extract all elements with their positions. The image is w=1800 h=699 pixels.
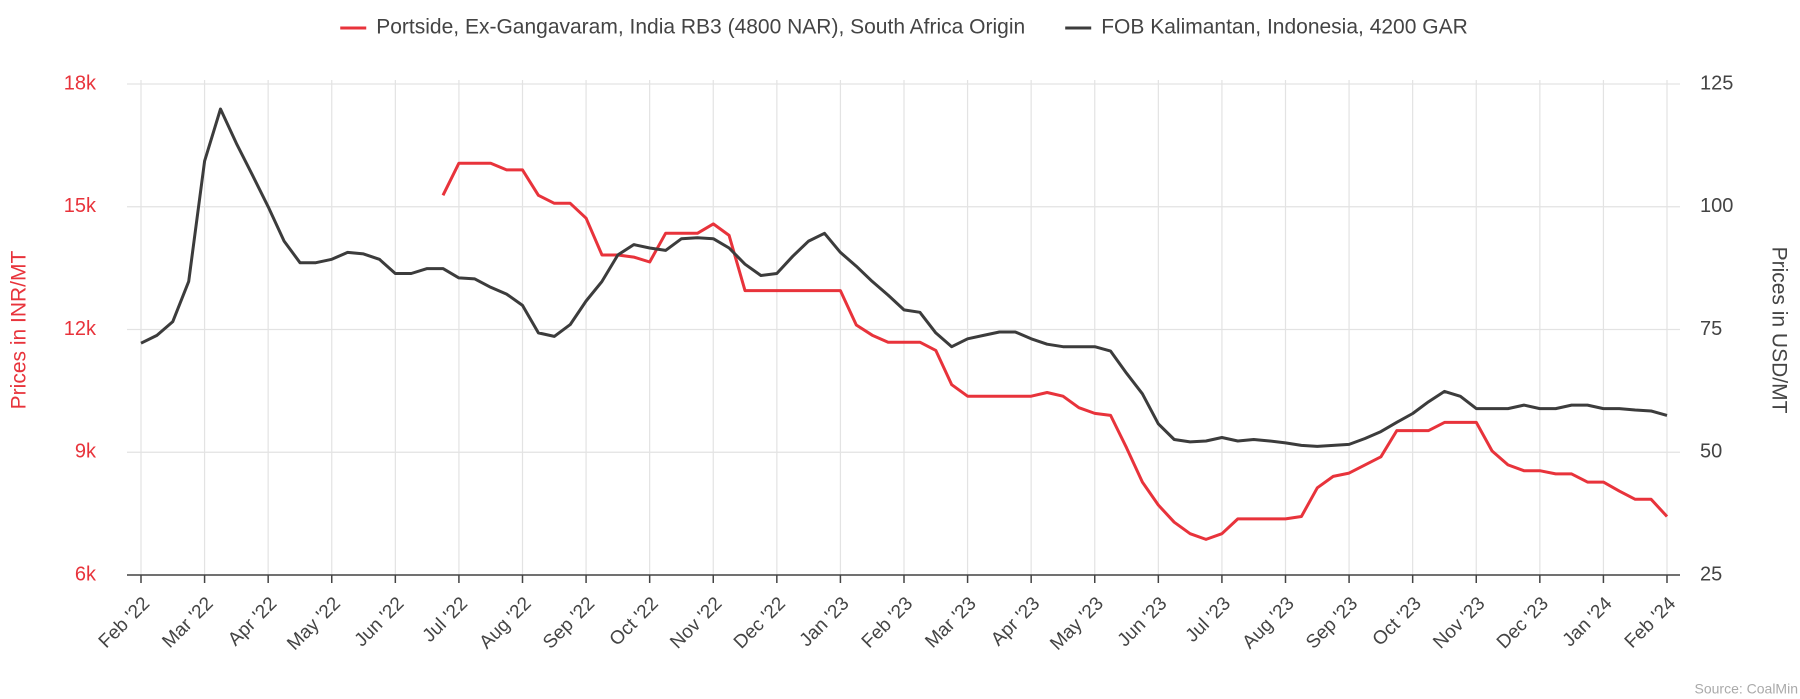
x-tick-label: Mar '23 <box>921 593 980 652</box>
x-tick-label: Jun '23 <box>1114 593 1172 651</box>
y2-tick-label: 100 <box>1700 195 1733 217</box>
x-tick-label: May '23 <box>1046 593 1107 654</box>
x-tick-label: Sep '23 <box>1302 593 1362 653</box>
y2-tick-label: 75 <box>1700 318 1722 340</box>
x-tick-label: Jan '24 <box>1559 593 1617 651</box>
x-tick-label: Oct '23 <box>1369 593 1426 650</box>
y2-tick-label: 25 <box>1700 563 1722 585</box>
x-tick-label: Feb '23 <box>858 593 917 652</box>
x-tick-label: Jun '22 <box>351 593 409 651</box>
x-tick-label: May '22 <box>283 593 344 654</box>
y-axis-label: Prices in INR/MT <box>8 250 31 409</box>
legend-item: Portside, Ex-Gangavaram, India RB3 (4800… <box>340 16 1025 39</box>
x-tick-label: Sep '22 <box>539 593 599 653</box>
x-tick-label: Apr '22 <box>224 593 281 650</box>
grid <box>127 80 1680 576</box>
y-tick-label: 15k <box>64 195 97 217</box>
y2-axis-label: Prices in USD/MT <box>1767 247 1790 414</box>
x-tick-label: Nov '22 <box>666 593 726 653</box>
x-tick-label: Nov '23 <box>1429 593 1489 653</box>
x-tick-label: Dec '23 <box>1493 593 1553 653</box>
y2-tick-label: 125 <box>1700 72 1733 94</box>
series-line <box>441 161 1669 541</box>
y-tick-label: 9k <box>75 441 97 463</box>
x-tick-label: Feb '22 <box>95 593 154 652</box>
series-line <box>140 107 1668 448</box>
x-tick-label: Mar '22 <box>158 593 217 652</box>
legend: Portside, Ex-Gangavaram, India RB3 (4800… <box>340 16 1468 39</box>
legend-item: FOB Kalimantan, Indonesia, 4200 GAR <box>1065 16 1468 39</box>
x-tick-label: Feb '24 <box>1621 593 1681 653</box>
y-tick-label: 6k <box>75 563 97 585</box>
x-tick-label: Aug '22 <box>476 593 536 653</box>
x-tick-label: Dec '22 <box>730 593 790 653</box>
legend-label: Portside, Ex-Gangavaram, India RB3 (4800… <box>376 16 1025 39</box>
source: Source: CoalMin <box>1695 681 1799 697</box>
x-tick-label: Jul '22 <box>419 593 472 646</box>
x-tick-label: Jan '23 <box>796 593 854 651</box>
y-tick-label: 12k <box>64 318 97 340</box>
x-tick-label: Oct '22 <box>606 593 663 650</box>
x-tick-label: Aug '23 <box>1239 593 1299 653</box>
y2-tick-label: 50 <box>1700 441 1722 463</box>
y-tick-label: 18k <box>64 72 97 94</box>
x-tick-label: Jul '23 <box>1182 593 1235 646</box>
x-tick-label: Apr '23 <box>987 593 1044 650</box>
legend-label: FOB Kalimantan, Indonesia, 4200 GAR <box>1101 16 1468 39</box>
